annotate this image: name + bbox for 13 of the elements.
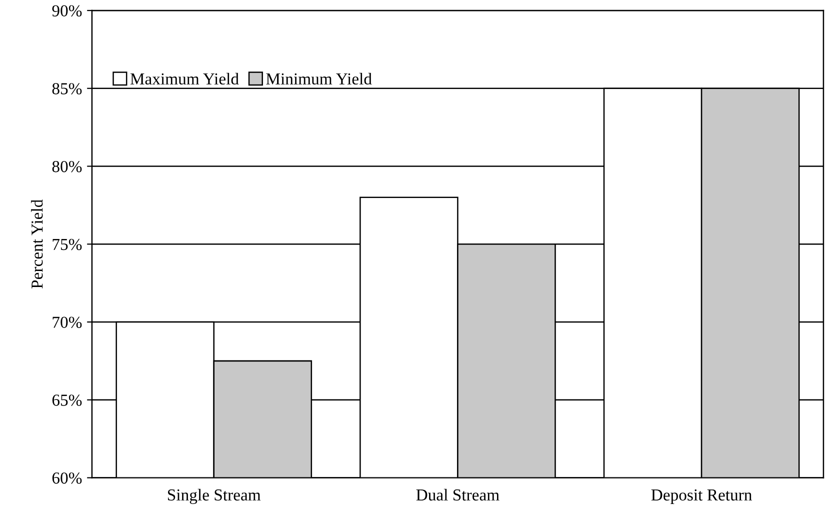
- legend-label: Minimum Yield: [266, 72, 372, 85]
- y-axis-title: Percent Yield: [31, 200, 43, 288]
- y-tick-label: 65%: [52, 394, 82, 406]
- legend-label: Maximum Yield: [130, 72, 239, 85]
- x-tick-label: Dual Stream: [416, 488, 500, 501]
- y-tick-label: 70%: [52, 316, 82, 328]
- y-tick-label: 75%: [52, 238, 82, 250]
- x-tick-label: Single Stream: [168, 488, 261, 504]
- x-tick-label: Deposit Return: [651, 489, 752, 504]
- y-tick-label: 85%: [52, 83, 82, 94]
- y-tick-label: 60%: [52, 472, 82, 484]
- y-tick-label: 90%: [52, 5, 82, 16]
- y-tick-label: 80%: [52, 160, 82, 172]
